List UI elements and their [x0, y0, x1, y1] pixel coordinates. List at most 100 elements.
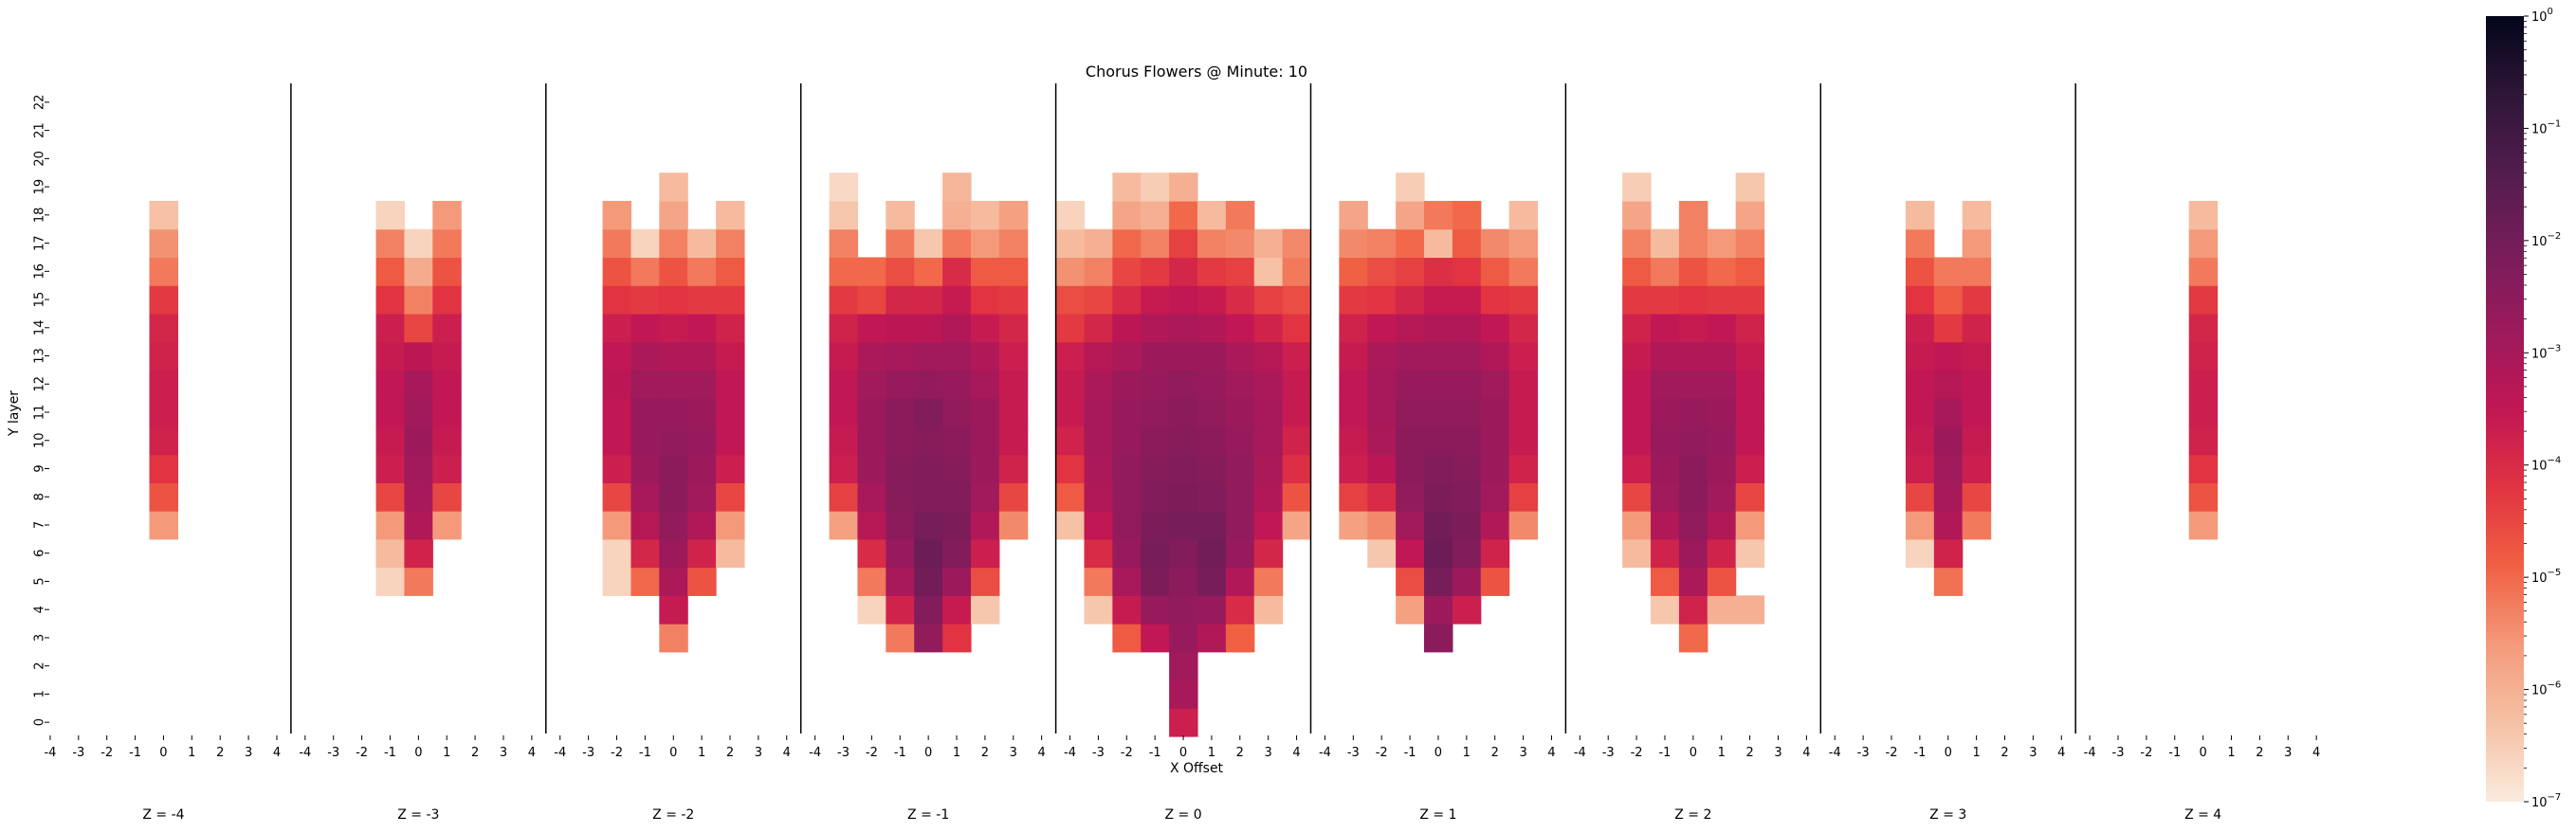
heatmap-cell [404, 426, 433, 456]
heatmap-cell [829, 398, 859, 427]
heatmap-cell [942, 511, 972, 540]
x-tick-label: 0 [669, 746, 677, 760]
heatmap-cell [1197, 398, 1227, 427]
heatmap-cell [1141, 228, 1170, 259]
colorbar-tick-label: 10−6 [2531, 680, 2561, 698]
heatmap-cell [716, 313, 745, 343]
heatmap-cell [1055, 257, 1086, 286]
panel-z3 [1905, 200, 1992, 596]
heatmap-cell [1622, 426, 1652, 456]
heatmap-cell [1735, 172, 1765, 202]
heatmap-cell [1197, 511, 1227, 540]
heatmap-cell [1055, 285, 1086, 315]
heatmap-cell [659, 426, 688, 456]
heatmap-cell [659, 257, 688, 286]
heatmap-cell [829, 426, 859, 456]
heatmap-cell [1084, 370, 1113, 399]
x-tick-label: 2 [726, 746, 734, 760]
heatmap-cell [659, 313, 688, 343]
heatmap-cell [942, 482, 972, 512]
heatmap-cell [1905, 285, 1935, 315]
heatmap-cell [1707, 370, 1737, 399]
x-tick-label: -4 [1319, 746, 1331, 760]
heatmap-cell [1508, 482, 1539, 512]
heatmap-cell [857, 257, 886, 286]
heatmap-cell [1367, 511, 1397, 540]
x-tick-label: 3 [500, 746, 507, 760]
heatmap-cell [829, 285, 859, 315]
colorbar [2486, 16, 2524, 802]
heatmap-cell [1253, 482, 1284, 512]
heatmap-cell [886, 257, 915, 286]
heatmap-cell [914, 511, 943, 540]
heatmap-cell [1962, 200, 1992, 230]
heatmap-cell [1084, 313, 1113, 343]
heatmap-cell [1678, 285, 1708, 315]
heatmap-cell [1735, 257, 1765, 286]
heatmap-cell [1339, 285, 1368, 315]
heatmap-cell [1141, 200, 1170, 230]
heatmap-cell [1225, 595, 1255, 625]
heatmap-cell [1396, 257, 1425, 286]
heatmap-cell [2188, 341, 2219, 371]
heatmap-cell [1933, 454, 1964, 483]
x-tick-label: 2 [981, 746, 989, 760]
colorbar-tick-label: 10−2 [2531, 231, 2561, 249]
heatmap-cell [1396, 567, 1425, 596]
heatmap-cell [432, 341, 462, 371]
x-tick-label: 2 [2256, 746, 2263, 760]
heatmap-cell [886, 482, 915, 512]
heatmap-cell [1339, 341, 1368, 371]
heatmap-cell [942, 313, 972, 343]
panel-label: Z = -1 [907, 807, 949, 823]
heatmap-cell [857, 595, 886, 625]
x-axis: -4 -3 -2 -1 0 1 2 3 4 -4 -3 -2 -1 0 1 2 3 4 -4 -3 -2 -1 0 1 2 3 4 -… [44, 735, 2320, 760]
y-tick-label: 8 [33, 493, 47, 500]
heatmap-cell [970, 257, 1000, 286]
heatmap-cell [659, 482, 688, 512]
heatmap-cell [687, 567, 717, 596]
heatmap-cell [1678, 538, 1708, 569]
heatmap-cell [630, 538, 660, 569]
heatmap-cell [1678, 341, 1708, 371]
heatmap-cell [1112, 228, 1142, 259]
panel-z4 [2188, 200, 2219, 540]
heatmap-cell [857, 341, 886, 371]
heatmap-cell [1197, 538, 1227, 569]
x-tick-label: -2 [1376, 746, 1388, 760]
heatmap-cell [1905, 482, 1935, 512]
x-tick-label: 0 [924, 746, 932, 760]
heatmap-cell [1225, 370, 1255, 399]
heatmap-cell [375, 285, 406, 315]
heatmap-cell [1367, 341, 1397, 371]
heatmap-cell [1169, 679, 1198, 709]
heatmap-cell [1367, 454, 1397, 483]
heatmap-cell [1197, 482, 1227, 512]
y-tick-label: 6 [33, 550, 47, 557]
heatmap-cell [1735, 595, 1765, 625]
heatmap-cell [970, 595, 1000, 625]
x-tick-label: 4 [2312, 746, 2320, 760]
heatmap-cell [857, 426, 886, 456]
heatmap-cell [1735, 454, 1765, 483]
heatmap-cell [630, 341, 660, 371]
heatmap-cell [970, 426, 1000, 456]
x-tick-label: -3 [72, 746, 84, 760]
heatmap-cell [914, 538, 943, 569]
heatmap-cell [998, 341, 1029, 371]
heatmap-cell [970, 567, 1000, 596]
heatmap-cell [1225, 313, 1255, 343]
heatmap-cell [659, 285, 688, 315]
heatmap-cell [886, 454, 915, 483]
heatmap-cell [998, 398, 1029, 427]
heatmap-cell [630, 426, 660, 456]
x-axis-label: X Offset [1170, 761, 1224, 776]
heatmap-cell [149, 285, 178, 315]
heatmap-cell [1424, 624, 1453, 653]
heatmap-cell [432, 285, 462, 315]
heatmap-cell [1055, 313, 1086, 343]
heatmap-cell [432, 313, 462, 343]
heatmap-cell [1651, 567, 1680, 596]
heatmap-cell [1197, 285, 1227, 315]
x-tick-label: -2 [1121, 746, 1133, 760]
